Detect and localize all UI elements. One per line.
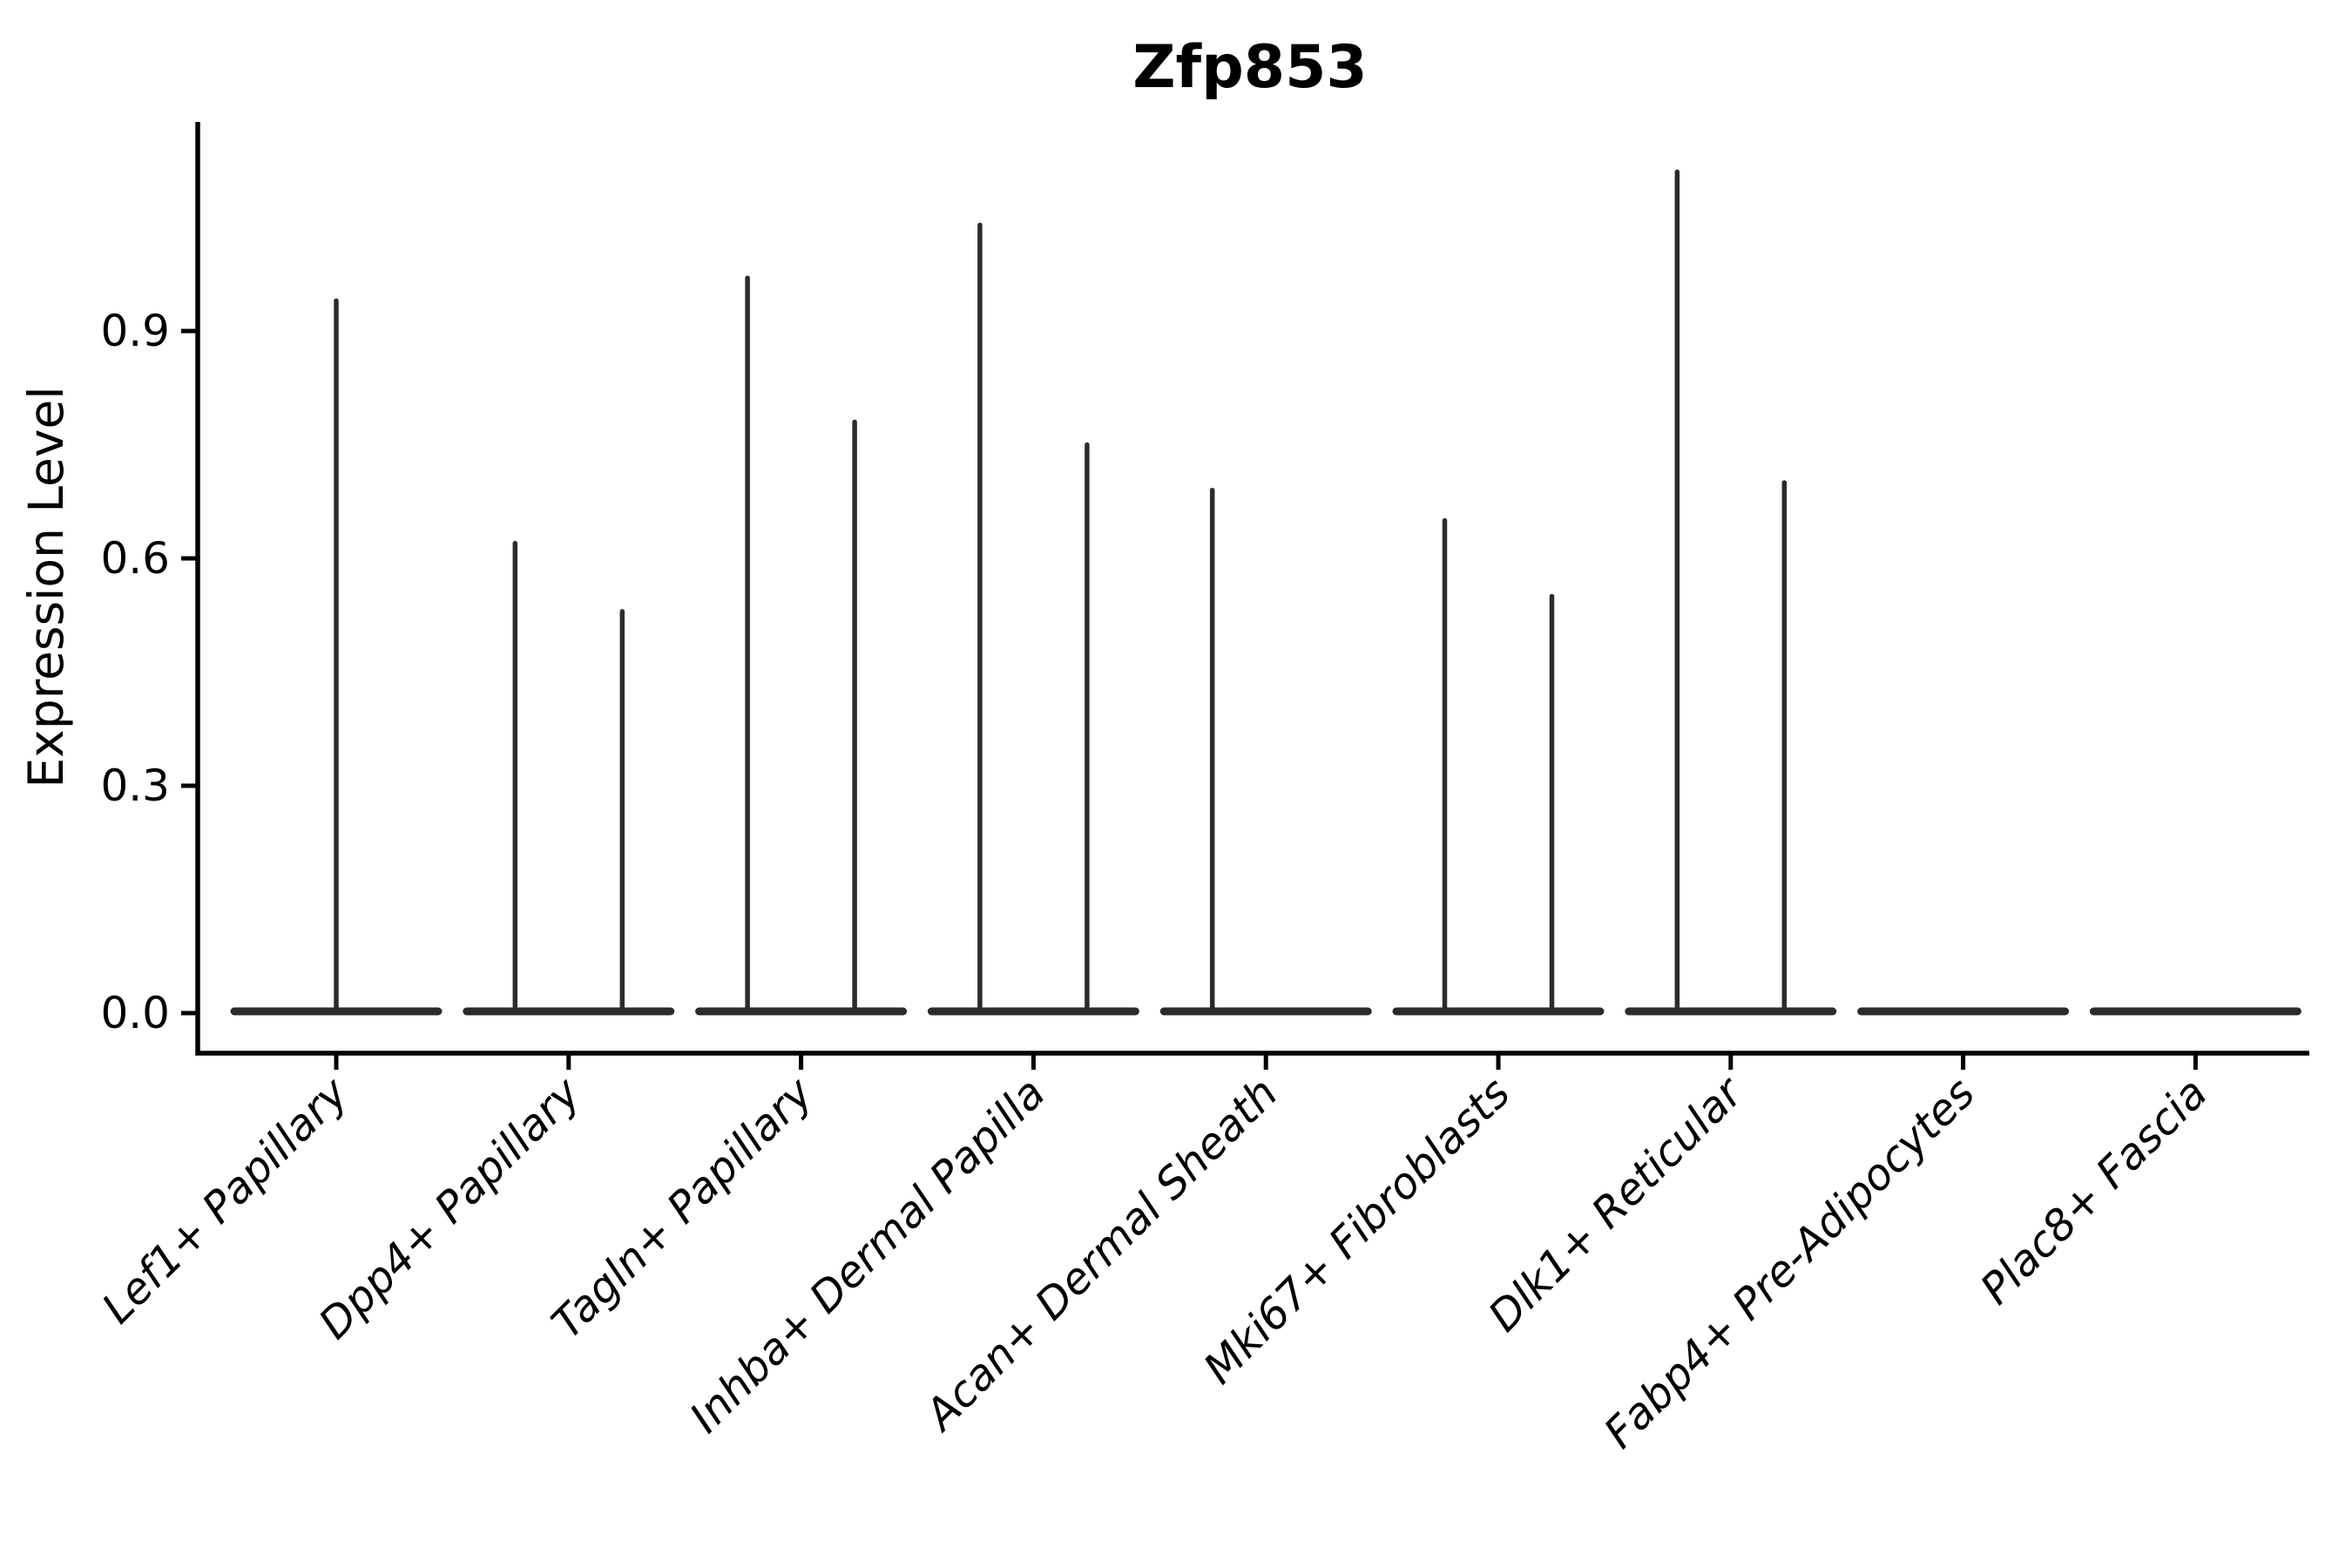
- y-tick-label: 0.9: [100, 306, 170, 356]
- x-tick-label: Dlk1+ Reticular: [1479, 1066, 1754, 1341]
- x-tick-label: Plac8+ Fascia: [1971, 1068, 2217, 1314]
- y-axis-label: Expression Level: [18, 386, 74, 787]
- chart-title: Zfp853: [1132, 33, 1368, 102]
- y-tick-label: 0.6: [100, 533, 170, 584]
- y-axis-ticks: 0.0 0.3 0.6 0.9: [100, 306, 198, 1038]
- x-tick-label: Fabp4+ Pre-Adipocytes: [1595, 1068, 1985, 1458]
- y-tick-label: 0.3: [100, 760, 170, 811]
- y-tick-label: 0.0: [100, 988, 170, 1038]
- axis-spines: [195, 122, 2309, 1056]
- axes: [195, 122, 2309, 1056]
- x-tick-label: Lef1+ Papillary: [92, 1067, 358, 1333]
- violins: [230, 169, 2301, 1016]
